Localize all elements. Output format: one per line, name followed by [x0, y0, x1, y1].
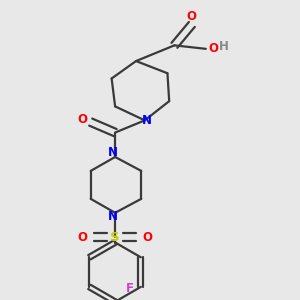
Text: N: N — [108, 146, 118, 159]
Text: O: O — [78, 231, 88, 244]
Text: O: O — [142, 231, 153, 244]
Text: S: S — [110, 231, 120, 244]
Text: O: O — [187, 10, 197, 23]
Text: O: O — [77, 113, 87, 126]
Text: O: O — [208, 42, 218, 55]
Text: F: F — [126, 282, 134, 295]
Text: H: H — [219, 40, 229, 52]
Text: N: N — [142, 114, 152, 127]
Text: N: N — [108, 211, 118, 224]
